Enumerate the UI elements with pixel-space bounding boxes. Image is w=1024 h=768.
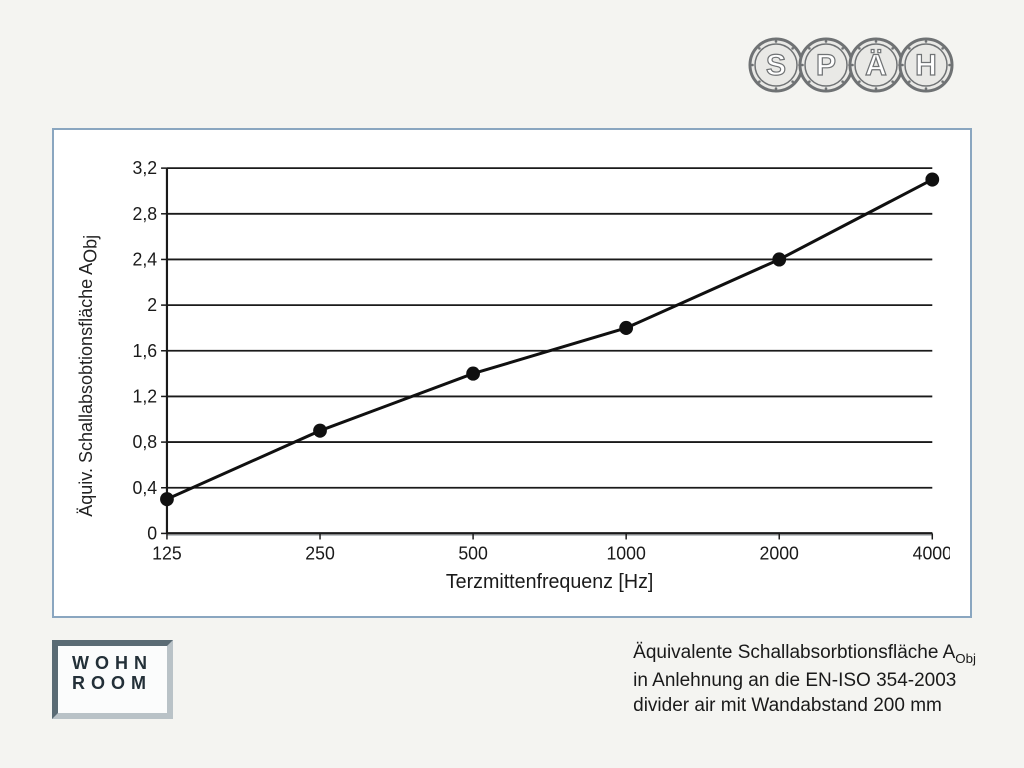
- svg-text:1000: 1000: [606, 543, 645, 563]
- svg-text:0,4: 0,4: [133, 478, 158, 498]
- svg-text:250: 250: [305, 543, 335, 563]
- svg-text:2,8: 2,8: [133, 204, 158, 224]
- chart-wrap: Äquiv. Schallabsobtionsfläche AObj 00,40…: [74, 154, 950, 598]
- chart-area: 0 0,4 0,8 1,2 1,6 2 2,4 2,8 3,2 125 250 500 1000 2000…: [104, 154, 950, 598]
- svg-text:3,2: 3,2: [133, 158, 158, 178]
- wohnroom-logo: WOHN ROOM: [52, 640, 173, 719]
- svg-text:500: 500: [458, 543, 488, 563]
- svg-text:Terzmittenfrequenz [Hz]: Terzmittenfrequenz [Hz]: [446, 571, 654, 593]
- chart-panel: Äquiv. Schallabsobtionsfläche AObj 00,40…: [52, 128, 972, 618]
- svg-text:S: S: [766, 49, 786, 82]
- wohnroom-line2: ROOM: [72, 673, 152, 693]
- svg-text:2000: 2000: [760, 543, 799, 563]
- svg-text:4000: 4000: [913, 543, 950, 563]
- y-axis-label: Äquiv. Schallabsobtionsfläche AObj: [74, 154, 104, 598]
- svg-text:H: H: [915, 49, 937, 82]
- caption-line2: in Anlehnung an die EN-ISO 354-2003: [633, 670, 956, 691]
- svg-text:Ä: Ä: [865, 49, 887, 82]
- caption-line1: Äquivalente Schallabsorbtionsfläche AObj: [633, 642, 976, 663]
- caption: Äquivalente Schallabsorbtionsfläche AObj…: [633, 640, 976, 719]
- svg-text:1,2: 1,2: [133, 386, 158, 406]
- spah-logo: SPÄH: [746, 36, 976, 99]
- svg-text:125: 125: [152, 543, 182, 563]
- wohnroom-line1: WOHN: [72, 653, 153, 673]
- bottom-row: WOHN ROOM Äquivalente Schallabsorbtionsf…: [52, 640, 976, 719]
- svg-text:2,4: 2,4: [133, 249, 158, 269]
- svg-text:0: 0: [147, 523, 157, 543]
- svg-text:P: P: [816, 49, 836, 82]
- svg-text:2: 2: [147, 295, 157, 315]
- svg-text:0,8: 0,8: [133, 432, 158, 452]
- page: SPÄH Äquiv. Schallabsobtionsfläche AObj …: [0, 0, 1024, 768]
- caption-line3: divider air mit Wandabstand 200 mm: [633, 695, 942, 716]
- svg-text:1,6: 1,6: [133, 341, 158, 361]
